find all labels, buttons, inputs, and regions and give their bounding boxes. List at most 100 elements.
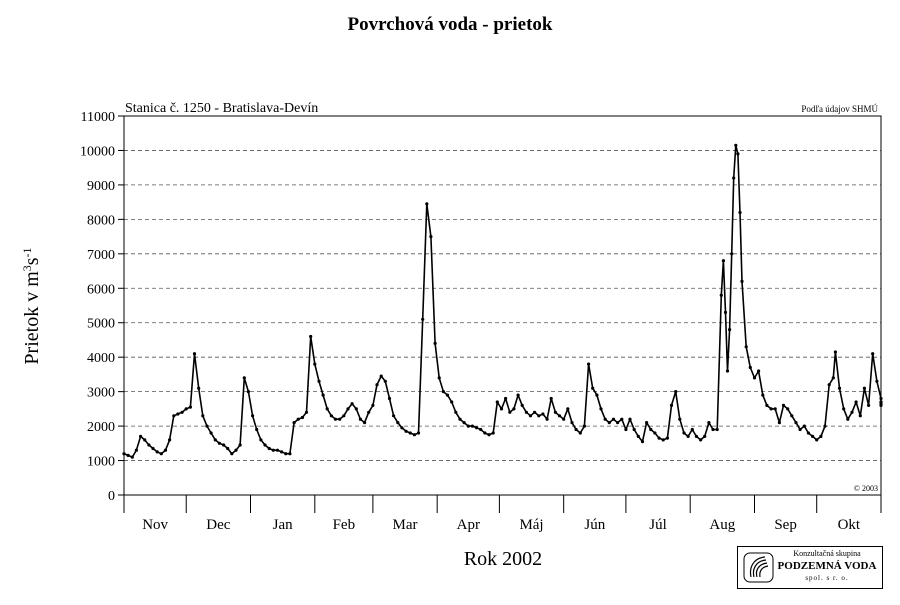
chart-title: Povrchová voda - prietok [347, 14, 553, 35]
data-point [744, 345, 748, 349]
data-point [620, 417, 624, 421]
data-point [786, 407, 790, 411]
data-point [168, 438, 172, 442]
data-point [781, 403, 786, 407]
data-point [209, 431, 213, 435]
data-point [802, 424, 806, 428]
data-point [653, 431, 657, 435]
data-point [871, 352, 875, 356]
data-point [603, 417, 607, 421]
data-point [734, 143, 738, 147]
y-tick-label: 3000 [87, 386, 115, 401]
data-point [728, 328, 732, 332]
data-point [761, 393, 765, 397]
y-axis-label-mid: s [21, 257, 43, 265]
data-point [163, 448, 168, 452]
data-point [475, 426, 479, 430]
data-point [703, 434, 707, 438]
data-point [669, 403, 674, 407]
data-point [582, 424, 587, 428]
data-point [570, 421, 574, 425]
data-point [201, 414, 205, 418]
data-point [591, 386, 595, 390]
data-point [321, 393, 325, 397]
data-point [690, 427, 694, 432]
data-point [275, 448, 280, 452]
data-point [616, 421, 620, 425]
data-point [879, 396, 883, 401]
y-tick-label: 2000 [87, 420, 115, 435]
data-point [176, 412, 180, 416]
data-point [645, 421, 649, 425]
data-point [429, 235, 433, 239]
data-point [508, 410, 512, 414]
data-point [661, 438, 665, 442]
data-point [682, 431, 686, 435]
y-axis-ticks: 0 1000 2000 3000 4000 5000 6000 7000 8000 9000 100… [80, 110, 124, 504]
data-point [387, 396, 392, 401]
data-point [226, 446, 230, 451]
data-point [773, 407, 777, 411]
data-point [184, 407, 188, 411]
data-point [412, 433, 416, 437]
data-point [736, 152, 740, 156]
data-point [222, 443, 226, 447]
data-point [657, 436, 661, 440]
data-point [234, 448, 238, 452]
data-point [172, 414, 176, 418]
data-point [205, 424, 209, 428]
x-month-label: Jan [273, 517, 293, 533]
data-point [213, 438, 217, 442]
data-point [516, 393, 520, 397]
data-point [678, 417, 682, 421]
x-month-label: Mar [393, 517, 418, 533]
logo-line-3: spol. s r. o. [805, 574, 849, 582]
data-point [846, 417, 850, 421]
data-point [325, 407, 329, 411]
source-label: Podľa údajov SHMÚ [801, 104, 878, 114]
data-point [595, 393, 599, 397]
data-point [815, 438, 819, 442]
data-point [147, 443, 151, 447]
data-point [854, 400, 858, 404]
data-point [134, 448, 138, 452]
data-point [520, 403, 524, 407]
plot-frame [123, 115, 882, 496]
data-point [180, 410, 184, 414]
y-tick-label: 8000 [87, 213, 115, 228]
data-point [404, 429, 408, 433]
data-point [632, 427, 636, 432]
data-point [346, 407, 350, 411]
data-point [479, 427, 483, 432]
data-point [723, 310, 728, 314]
data-point [280, 450, 284, 454]
data-point [437, 376, 441, 380]
data-point [607, 421, 611, 425]
data-point [271, 448, 275, 452]
data-point [827, 383, 831, 387]
data-point [421, 317, 425, 321]
grid-lines [124, 150, 881, 461]
data-point [599, 407, 603, 411]
data-point [441, 390, 445, 394]
data-point [730, 252, 734, 256]
data-point [350, 402, 354, 406]
data-point [242, 376, 246, 380]
data-point [553, 410, 558, 414]
x-month-label: Aug [709, 517, 735, 533]
data-point [545, 417, 549, 421]
data-point [707, 421, 711, 425]
data-point [358, 417, 362, 421]
y-tick-label: 9000 [87, 179, 115, 194]
data-point [665, 436, 670, 440]
data-point [850, 410, 854, 414]
data-point [524, 410, 529, 414]
y-tick-label: 6000 [87, 282, 115, 297]
data-point [790, 414, 794, 418]
data-point [284, 452, 288, 456]
x-month-label: Feb [333, 517, 356, 533]
data-point [528, 414, 533, 418]
y-axis-label-sup2: -1 [20, 247, 34, 257]
data-point [130, 455, 134, 459]
